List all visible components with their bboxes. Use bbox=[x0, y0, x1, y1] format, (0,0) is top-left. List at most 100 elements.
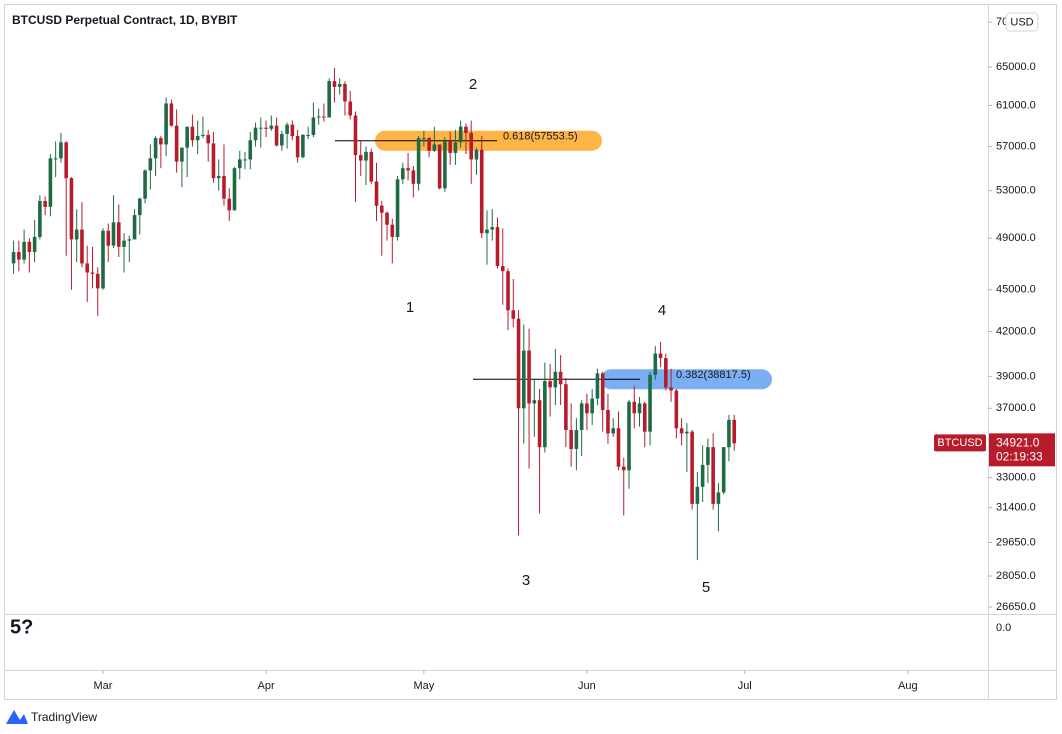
candle-body bbox=[311, 117, 316, 135]
candle-body bbox=[269, 125, 274, 129]
wave-label: 3 bbox=[522, 572, 530, 589]
y-tick-label: 37000.0 bbox=[996, 402, 1036, 414]
y-tick-label: 28050.0 bbox=[996, 570, 1036, 582]
candle-body bbox=[138, 198, 142, 216]
candle-body bbox=[190, 126, 195, 141]
candle-body bbox=[237, 159, 242, 169]
candle-body bbox=[153, 138, 158, 159]
y-tick-label: 39000.0 bbox=[996, 370, 1036, 382]
candle-body bbox=[495, 227, 500, 266]
fib-label: 0.618(57553.5) bbox=[503, 131, 578, 143]
candle-body bbox=[85, 263, 90, 273]
candle-body bbox=[411, 170, 416, 184]
candle-body bbox=[243, 159, 247, 161]
candle-body bbox=[653, 353, 658, 375]
candle-body bbox=[443, 141, 447, 189]
candle-body bbox=[385, 212, 389, 225]
candle-body bbox=[259, 127, 263, 129]
candle-body bbox=[106, 230, 111, 246]
brand-name: TradingView bbox=[31, 710, 97, 724]
candle-body bbox=[195, 136, 200, 141]
candle-body bbox=[474, 149, 479, 160]
candle-body bbox=[69, 178, 74, 240]
candle-body bbox=[164, 103, 168, 145]
candle-body bbox=[479, 149, 484, 234]
y-tick-label: 45000.0 bbox=[996, 284, 1036, 296]
candle-body bbox=[216, 175, 221, 179]
candle-body bbox=[248, 140, 253, 160]
candle-body bbox=[211, 143, 216, 179]
candle-body bbox=[706, 447, 710, 465]
candle-body bbox=[732, 419, 736, 444]
candle-body bbox=[458, 126, 463, 143]
candle-body bbox=[222, 175, 226, 199]
candle-body bbox=[569, 429, 573, 449]
candle-body bbox=[327, 81, 331, 118]
candle-body bbox=[306, 134, 310, 136]
y-tick-label: 53000.0 bbox=[996, 185, 1036, 197]
candle-body bbox=[374, 181, 379, 206]
candle-body bbox=[101, 230, 105, 289]
candle-body bbox=[585, 403, 589, 414]
candle-body bbox=[711, 447, 715, 504]
candle-body bbox=[95, 273, 100, 289]
candle-body bbox=[685, 431, 689, 434]
candle-body bbox=[348, 101, 353, 116]
candle-body bbox=[490, 227, 495, 230]
candle-body bbox=[485, 229, 489, 234]
candle-body bbox=[132, 215, 137, 240]
candle-body bbox=[332, 81, 337, 87]
candle-body bbox=[416, 138, 421, 184]
candle-body bbox=[343, 84, 347, 102]
candle-body bbox=[437, 144, 442, 189]
candle-body bbox=[358, 155, 363, 161]
candle-body bbox=[227, 198, 232, 211]
candle-body bbox=[74, 229, 79, 240]
candle-body bbox=[32, 236, 37, 252]
symbol-tag-label: BTCUSD bbox=[937, 437, 982, 449]
candle-body bbox=[579, 403, 584, 430]
candle-body bbox=[564, 384, 568, 430]
frame bbox=[4, 4, 1057, 700]
last-price-tag bbox=[989, 433, 1055, 467]
candle-body bbox=[253, 127, 258, 141]
candle-body bbox=[38, 201, 42, 237]
candle-body bbox=[395, 179, 400, 237]
candle-body bbox=[422, 138, 426, 140]
candle-body bbox=[500, 265, 505, 272]
last-price-label: 34921.0 bbox=[996, 436, 1040, 450]
candle-body bbox=[390, 224, 395, 237]
wave-label: 4 bbox=[658, 302, 666, 319]
candle-body bbox=[627, 401, 631, 471]
candle-body bbox=[122, 240, 126, 247]
y-tick-label: 33000.0 bbox=[996, 472, 1036, 484]
candle-body bbox=[522, 350, 526, 409]
candle-body bbox=[453, 142, 458, 153]
y-tick-label: 61000.0 bbox=[996, 99, 1036, 111]
candle-body bbox=[642, 403, 647, 432]
candle-body bbox=[590, 398, 594, 414]
candle-body bbox=[716, 492, 721, 504]
candle-body bbox=[553, 371, 558, 388]
candle-body bbox=[174, 125, 179, 162]
candle-body bbox=[721, 447, 726, 493]
candle-body bbox=[316, 116, 321, 118]
fib-label: 0.382(38817.5) bbox=[676, 369, 751, 381]
candle-body bbox=[511, 310, 516, 319]
candle-body bbox=[548, 381, 552, 388]
candle-body bbox=[537, 400, 542, 448]
currency-button[interactable] bbox=[1005, 12, 1039, 32]
candle-body bbox=[611, 428, 616, 434]
candle-body bbox=[469, 132, 473, 160]
wave-label: 2 bbox=[469, 76, 477, 93]
candle-body bbox=[201, 134, 205, 137]
candle-body bbox=[558, 371, 563, 385]
candle-body bbox=[301, 134, 305, 158]
candle-body bbox=[664, 358, 668, 388]
y-tick-label: 57000.0 bbox=[996, 140, 1036, 152]
candle-body bbox=[648, 374, 652, 432]
candle-body bbox=[448, 141, 452, 153]
candle-body bbox=[180, 147, 184, 162]
candle-body bbox=[27, 241, 32, 252]
